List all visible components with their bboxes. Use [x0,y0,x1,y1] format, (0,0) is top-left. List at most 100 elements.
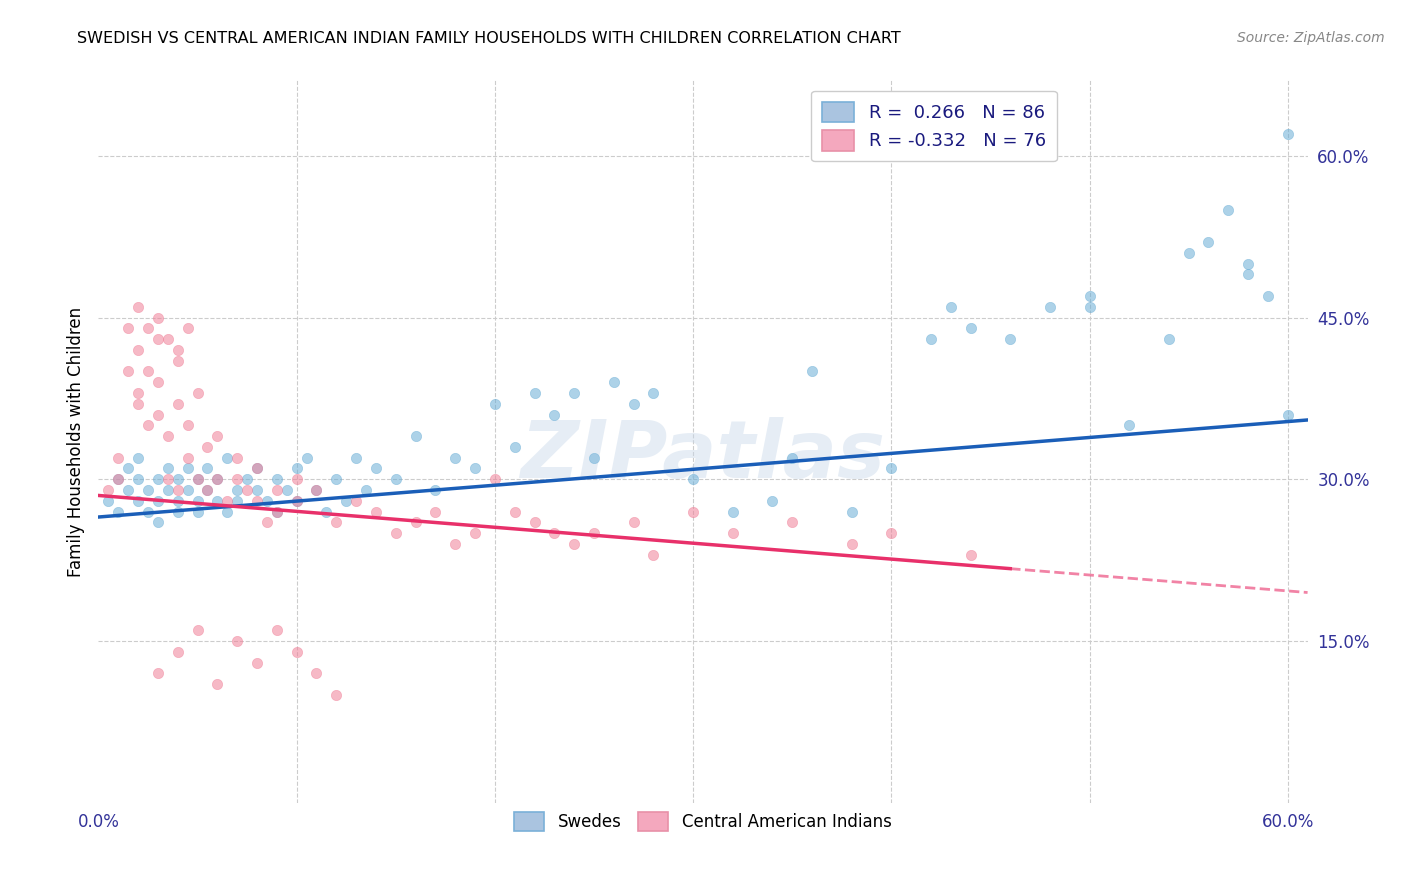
Point [384,472,406,486]
Point [1157,332,1180,346]
Point [207,472,229,486]
Point [276,483,298,497]
Point [186,472,208,486]
Y-axis label: Family Households with Children: Family Households with Children [66,307,84,576]
Point [285,645,308,659]
Point [107,505,129,519]
Point [166,343,188,357]
Point [197,483,219,497]
Point [186,386,208,401]
Point [405,516,427,530]
Point [484,397,506,411]
Point [166,493,188,508]
Point [841,505,863,519]
Point [197,483,219,497]
Point [582,526,605,541]
Point [127,450,149,465]
Point [146,493,169,508]
Point [1257,289,1279,303]
Point [166,397,188,411]
Point [127,493,149,508]
Point [217,493,239,508]
Point [1198,235,1220,249]
Point [384,526,406,541]
Point [959,321,981,335]
Point [643,548,665,562]
Point [285,493,308,508]
Point [146,376,169,390]
Point [176,483,198,497]
Point [325,472,347,486]
Point [682,505,704,519]
Point [1039,300,1062,314]
Point [136,483,159,497]
Point [207,493,229,508]
Point [623,397,645,411]
Point [959,548,981,562]
Point [1277,127,1299,141]
Point [146,472,169,486]
Point [543,526,565,541]
Point [939,300,962,314]
Point [207,429,229,443]
Point [344,450,367,465]
Point [1000,332,1022,346]
Point [246,656,269,670]
Point [136,418,159,433]
Point [801,364,824,378]
Point [721,526,744,541]
Point [1078,289,1101,303]
Point [1237,268,1260,282]
Point [136,364,159,378]
Point [226,483,249,497]
Point [1277,408,1299,422]
Point [146,408,169,422]
Point [117,461,139,475]
Point [523,386,546,401]
Point [186,505,208,519]
Point [285,461,308,475]
Point [176,450,198,465]
Point [226,472,249,486]
Point [117,364,139,378]
Point [217,505,239,519]
Point [354,483,377,497]
Point [425,483,447,497]
Point [562,537,585,551]
Point [582,450,605,465]
Point [107,450,129,465]
Point [325,516,347,530]
Point [127,472,149,486]
Point [920,332,942,346]
Point [623,516,645,530]
Point [226,450,249,465]
Point [364,505,387,519]
Point [156,483,179,497]
Point [880,526,903,541]
Point [305,483,328,497]
Point [780,516,803,530]
Point [207,472,229,486]
Point [166,472,188,486]
Point [1177,245,1199,260]
Point [226,493,249,508]
Point [721,505,744,519]
Point [176,461,198,475]
Point [285,472,308,486]
Point [295,450,318,465]
Point [127,397,149,411]
Text: ZIPatlas: ZIPatlas [520,417,886,495]
Point [146,332,169,346]
Point [1078,300,1101,314]
Point [107,472,129,486]
Point [305,483,328,497]
Point [217,450,239,465]
Point [841,537,863,551]
Point [166,483,188,497]
Point [156,472,179,486]
Point [166,353,188,368]
Point [256,516,278,530]
Point [186,624,208,638]
Point [226,634,249,648]
Point [325,688,347,702]
